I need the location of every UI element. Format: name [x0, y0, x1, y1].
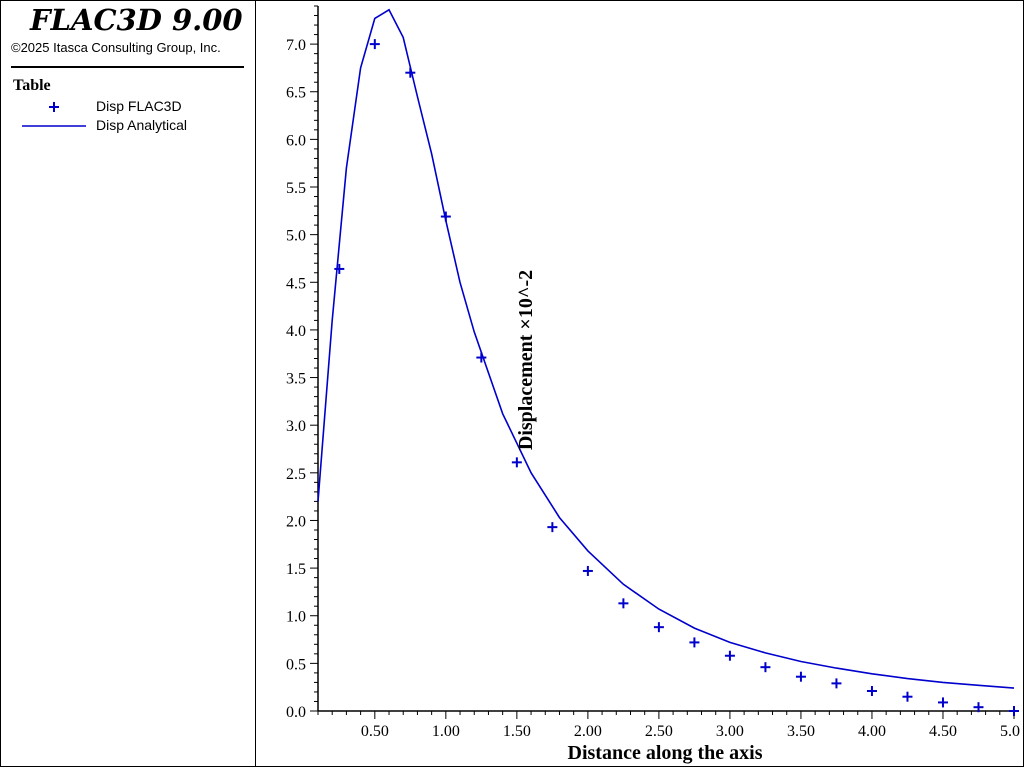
data-point [547, 522, 558, 533]
y-tick-label: 3.5 [286, 371, 306, 388]
panel-divider [255, 0, 256, 767]
plus-marker-icon [49, 102, 59, 112]
data-point [795, 671, 806, 682]
data-point [866, 685, 877, 696]
chart-ticks: 0.0 0.5 1.0 1.5 2.0 2.5 3.0 3.5 4.0 4.5 5.0 5.5 6.0 6… [286, 5, 1020, 740]
data-point [405, 67, 416, 78]
x-tick-label: 4.50 [929, 723, 957, 740]
app-title: FLAC3D 9.00 [30, 3, 243, 37]
y-tick-label: 5.0 [286, 228, 306, 245]
legend-title: Table [13, 77, 51, 94]
legend-label: Disp Analytical [96, 117, 188, 133]
y-tick-label: 2.0 [286, 513, 306, 530]
data-point [937, 697, 948, 708]
x-tick-label: 2.00 [574, 723, 602, 740]
series-flac3d [334, 39, 1019, 716]
data-point [760, 662, 771, 673]
data-point [1009, 706, 1019, 716]
legend-label: Disp FLAC3D [96, 98, 182, 114]
y-tick-label: 3.0 [286, 418, 306, 435]
x-tick-label: 2.50 [645, 723, 673, 740]
y-tick-label: 0.5 [286, 656, 306, 673]
x-tick-label: 1.00 [432, 723, 460, 740]
data-point [973, 702, 984, 713]
y-tick-label: 0.0 [286, 704, 306, 721]
series-analytical [317, 8, 1015, 689]
data-point [582, 565, 593, 576]
data-point [831, 678, 842, 689]
data-point [653, 622, 664, 633]
x-tick-label: 3.00 [716, 723, 744, 740]
data-point [511, 457, 522, 468]
x-tick-label: 3.50 [787, 723, 815, 740]
data-point [618, 598, 629, 609]
data-point [369, 39, 380, 50]
data-point [476, 352, 487, 363]
x-axis-label: Distance along the axis [568, 742, 763, 764]
y-tick-label: 4.0 [286, 323, 306, 340]
data-point [440, 211, 451, 222]
y-tick-label: 5.5 [286, 180, 306, 197]
y-tick-label: 6.0 [286, 132, 306, 149]
data-point [902, 691, 913, 702]
legend-item-disp-analytical: Disp Analytical [22, 116, 242, 136]
y-tick-label: 1.5 [286, 561, 306, 578]
legend-item-disp-flac3d: Disp FLAC3D [22, 97, 242, 117]
y-tick-label: 7.0 [286, 37, 306, 54]
y-tick-label: 6.5 [286, 85, 306, 102]
x-tick-label: 5.0 [1000, 723, 1020, 740]
copyright-text: ©2025 Itasca Consulting Group, Inc. [11, 40, 221, 55]
chart-axes [317, 6, 1014, 712]
y-tick-label: 2.5 [286, 466, 306, 483]
header-rule [11, 66, 244, 68]
analytical-curve [317, 8, 1015, 689]
x-tick-label: 0.50 [361, 723, 389, 740]
chart-plot: 0.0 0.5 1.0 1.5 2.0 2.5 3.0 3.5 4.0 4.5 5.0 5.5 6.0 6… [286, 5, 1020, 764]
y-tick-label: 1.0 [286, 609, 306, 626]
y-tick-label: 4.5 [286, 275, 306, 292]
data-point [724, 650, 735, 661]
data-point [334, 263, 345, 274]
x-tick-label: 4.00 [858, 723, 886, 740]
data-point [689, 637, 700, 648]
line-marker-icon [22, 125, 86, 127]
x-tick-label: 1.50 [503, 723, 531, 740]
y-axis-label: Displacement ×10^-2 [515, 270, 537, 450]
